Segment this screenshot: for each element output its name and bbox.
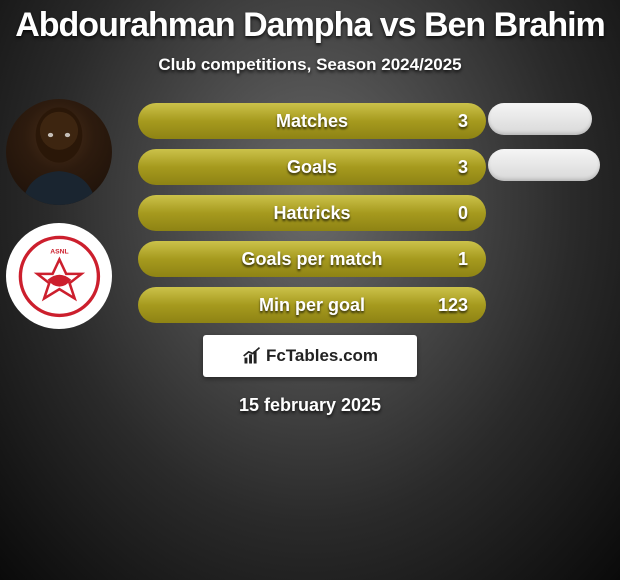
player2-badge: ASNL (6, 223, 112, 329)
comparison-content: ASNL Matches 3 Goals 3 Hattricks 0 Goals per m… (0, 103, 620, 416)
stat-row: Hattricks 0 (138, 195, 486, 231)
stat-value: 123 (438, 295, 468, 316)
stat-label: Matches (276, 111, 348, 132)
stat-label: Hattricks (273, 203, 350, 224)
stat-row: Goals 3 (138, 149, 486, 185)
stat-label: Goals (287, 157, 337, 178)
stat-row: Matches 3 (138, 103, 486, 139)
chart-icon (242, 346, 262, 366)
stat-bar: Hattricks 0 (138, 195, 486, 231)
stat-label: Min per goal (259, 295, 365, 316)
stats-bars: Matches 3 Goals 3 Hattricks 0 Goals per match 1… (138, 103, 486, 323)
asnl-badge-icon: ASNL (17, 234, 102, 319)
subtitle: Club competitions, Season 2024/2025 (0, 55, 620, 75)
stat-value: 3 (458, 111, 468, 132)
avatars-column: ASNL (6, 99, 112, 347)
stat-bar: Matches 3 (138, 103, 486, 139)
stat-bar: Goals 3 (138, 149, 486, 185)
date-text: 15 february 2025 (0, 395, 620, 416)
watermark-text: FcTables.com (266, 346, 378, 366)
player1-avatar (6, 99, 112, 205)
stat-label: Goals per match (241, 249, 382, 270)
svg-text:ASNL: ASNL (50, 248, 68, 255)
page-title: Abdourahman Dampha vs Ben Brahim (0, 0, 620, 45)
stat-row: Goals per match 1 (138, 241, 486, 277)
stat-pill (488, 149, 600, 181)
stat-value: 0 (458, 203, 468, 224)
stat-bar: Min per goal 123 (138, 287, 486, 323)
player1-silhouette-icon (6, 99, 112, 205)
stat-value: 1 (458, 249, 468, 270)
stat-value: 3 (458, 157, 468, 178)
stat-row: Min per goal 123 (138, 287, 486, 323)
watermark[interactable]: FcTables.com (203, 335, 417, 377)
stat-pill (488, 103, 592, 135)
stat-bar: Goals per match 1 (138, 241, 486, 277)
